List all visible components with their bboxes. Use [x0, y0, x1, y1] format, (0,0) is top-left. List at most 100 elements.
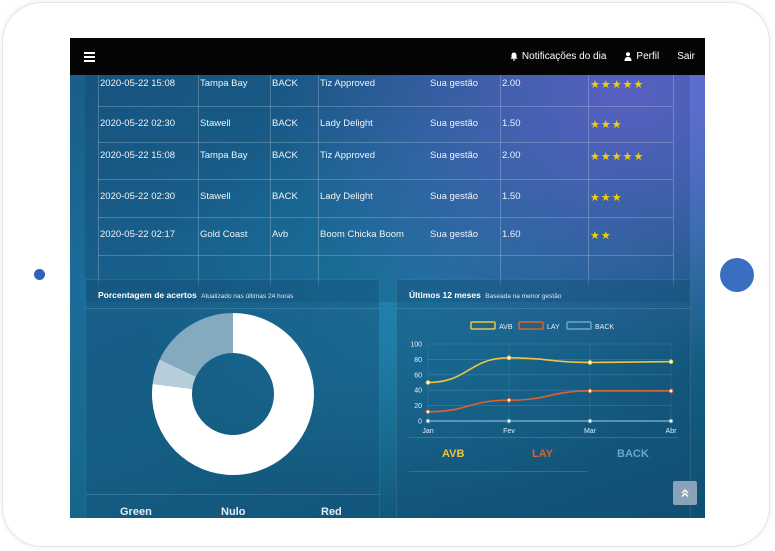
table-cell-management: Sua gestão [430, 191, 479, 202]
donut-slice-red[interactable] [159, 313, 233, 377]
donut-slice-green[interactable] [152, 313, 314, 475]
table-cell-datetime: 2020-05-22 15:08 [100, 150, 176, 161]
bell-icon [510, 52, 518, 61]
series-line-avb [427, 357, 672, 384]
camera-dot [34, 269, 45, 280]
logout-label: Sair [677, 51, 695, 62]
table-cell-place: Stawell [200, 118, 231, 129]
profile-label: Perfil [636, 51, 660, 62]
nulo-label: Nulo [221, 506, 246, 518]
red-label: Red [321, 506, 342, 518]
data-point-back[interactable] [587, 418, 593, 424]
legend-swatch-lay[interactable] [518, 321, 544, 330]
table-cell-horse: Tiz Approved [320, 78, 376, 89]
accuracy-panel-title: Porcentagem de acertos Atualizado nas úl… [98, 290, 293, 300]
accuracy-title-text: Porcentagem de acertos [98, 290, 197, 300]
table-cell-odds: 1.50 [502, 191, 521, 202]
table-row[interactable]: 2020-05-22 15:08 Tampa Bay BACK Tiz Approve… [98, 141, 673, 180]
star-rating: ★★★★★ [590, 79, 645, 91]
x-tick-label: Fev [503, 428, 515, 435]
table-cell-type: BACK [272, 191, 298, 202]
table-cell-horse: Tiz Approved [320, 150, 376, 161]
data-point-lay[interactable] [506, 397, 512, 403]
x-tick-label: Jan [422, 428, 433, 435]
data-point-avb[interactable] [425, 380, 431, 385]
legend-label-back: BACK [595, 324, 614, 331]
chevron-double-up-icon [681, 489, 689, 497]
x-tick-label: Abr [666, 428, 678, 435]
table-row[interactable]: 2020-05-22 02:17 Gold Coast Avb Boom Chicka… [98, 217, 673, 256]
table-cell-type: BACK [272, 150, 298, 161]
legend-label-lay: LAY [547, 324, 560, 331]
x-tick-label: Mar [584, 428, 597, 435]
table-cell-datetime: 2020-05-22 02:30 [100, 191, 176, 202]
table-row[interactable]: 2020-05-22 02:30 Stawell BACK Lady Delight S… [98, 106, 673, 143]
accuracy-donut-chart [152, 313, 314, 475]
profile-link[interactable]: Perfil [624, 51, 659, 62]
data-point-back[interactable] [425, 418, 431, 424]
accuracy-subtitle-text: Atualizado nas últimas 24 horas [201, 293, 294, 300]
table-cell-type: Avb [272, 229, 289, 240]
data-point-avb[interactable] [668, 359, 674, 365]
scroll-to-top-button[interactable] [673, 481, 697, 505]
data-point-back[interactable] [506, 418, 512, 424]
data-point-lay[interactable] [425, 409, 431, 415]
logout-link[interactable]: Sair [677, 51, 695, 62]
y-tick-label: 80 [414, 357, 422, 364]
table-cell-horse: Boom Chicka Boom [320, 229, 404, 240]
monthly-line-chart: 0 20 40 60 80 100 Jan Fev Mar Abr AVB LAY BACK [410, 321, 678, 435]
table-cell-management: Sua gestão [430, 78, 479, 89]
data-point-avb[interactable] [587, 360, 593, 365]
legend-swatch-avb[interactable] [470, 321, 496, 330]
table-cell-place: Tampa Bay [200, 78, 248, 89]
star-rating: ★★★★★ [590, 151, 645, 163]
table-cell-datetime: 2020-05-22 02:17 [100, 229, 176, 240]
table-cell-horse: Lady Delight [320, 118, 373, 129]
top-nav-links: Notificações do dia Perfil Sair [510, 38, 695, 75]
monthly-panel-title: Últimos 12 meses Baseada na menor gestão [409, 290, 561, 300]
donut-slice-nulo[interactable] [152, 359, 196, 389]
y-tick-label: 60 [414, 372, 422, 379]
user-icon [624, 52, 632, 61]
table-cell-management: Sua gestão [430, 150, 479, 161]
notifications-label: Notificações do dia [521, 51, 607, 62]
hamburger-icon[interactable] [84, 52, 95, 62]
notifications-link[interactable]: Notificações do dia [510, 51, 607, 62]
tips-table: 2020-05-22 15:08 Tampa Bay BACK Tiz Approve… [85, 75, 690, 302]
table-cell-odds: 2.00 [502, 78, 521, 89]
table-cell-odds: 1.50 [502, 118, 521, 129]
data-point-back[interactable] [668, 418, 674, 424]
data-point-avb[interactable] [506, 355, 512, 361]
table-cell-type: BACK [272, 78, 298, 89]
table-row[interactable]: 2020-05-22 15:08 Tampa Bay BACK Tiz Approve… [98, 75, 673, 107]
y-tick-label: 40 [414, 388, 422, 395]
table-cell-datetime: 2020-05-22 02:30 [100, 118, 176, 129]
table-cell-datetime: 2020-05-22 15:08 [100, 78, 176, 89]
data-point-lay[interactable] [668, 388, 674, 394]
accuracy-panel: Porcentagem de acertos Atualizado nas úl… [85, 279, 380, 518]
table-cell-place: Tampa Bay [200, 150, 248, 161]
monthly-subtitle-text: Baseada na menor gestão [485, 293, 562, 300]
back-summary-label: BACK [617, 448, 649, 460]
table-cell-place: Stawell [200, 191, 231, 202]
star-rating: ★★★ [590, 119, 623, 131]
table-cell-management: Sua gestão [430, 118, 479, 129]
table-cell-horse: Lady Delight [320, 191, 373, 202]
legend-swatch-back[interactable] [566, 321, 592, 330]
table-cell-odds: 2.00 [502, 150, 521, 161]
table-cell-type: BACK [272, 118, 298, 129]
y-tick-label: 0 [418, 419, 422, 426]
y-tick-label: 20 [414, 403, 422, 410]
star-rating: ★★ [590, 230, 612, 242]
monthly-title-text: Últimos 12 meses [409, 290, 481, 300]
app-screen: Notificações do dia Perfil Sair 2020-05-… [70, 38, 705, 518]
data-point-lay[interactable] [587, 388, 593, 394]
monthly-panel: Últimos 12 meses Baseada na menor gestão… [396, 279, 691, 518]
table-cell-odds: 1.60 [502, 229, 521, 240]
home-button[interactable] [720, 258, 754, 292]
table-row[interactable]: 2020-05-22 02:30 Stawell BACK Lady Delight S… [98, 179, 673, 218]
star-rating: ★★★ [590, 192, 623, 204]
green-label: Green [120, 506, 152, 518]
legend-label-avb: AVB [499, 324, 513, 331]
avb-summary-label: AVB [442, 448, 465, 460]
